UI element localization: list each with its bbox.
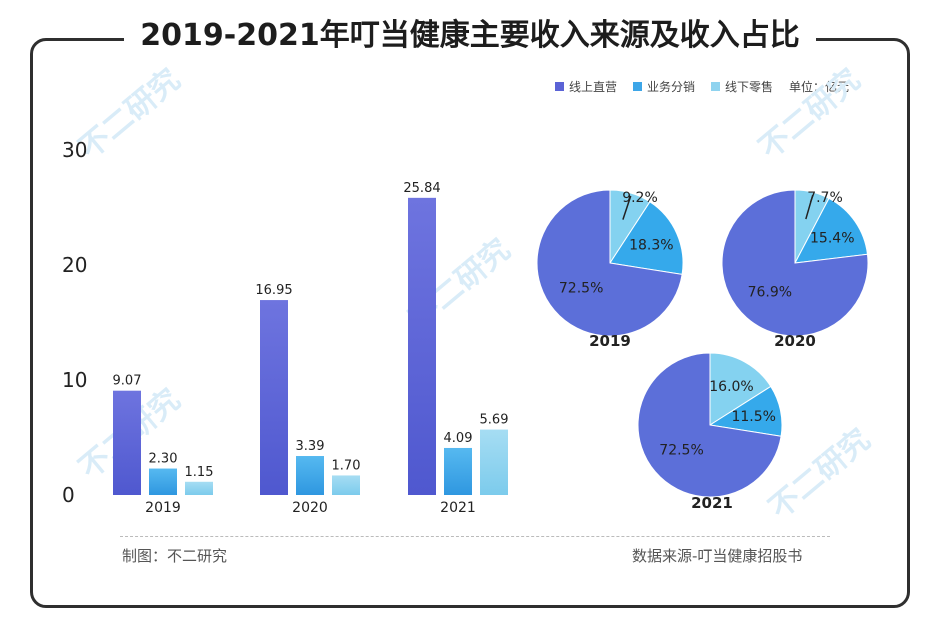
watermark-text: 不二研究	[753, 62, 867, 166]
pie-percent-label: 9.2%	[622, 190, 658, 206]
x-tick-label: 2019	[145, 500, 181, 516]
pie-slice-distribution-2019	[609, 201, 684, 275]
bar-distribution-2019	[149, 468, 177, 495]
pie-percent-label: 11.5%	[731, 409, 775, 425]
pie-slice-offline-2021	[709, 352, 772, 426]
legend: 线上直营 业务分销 线下零售 单位：亿元	[555, 78, 849, 95]
unit-label: 单位：亿元	[789, 80, 850, 94]
pie-percent-label: 16.0%	[709, 379, 753, 395]
credit-text: 制图：不二研究	[122, 547, 228, 565]
legend-label-online: 线上直营	[569, 80, 618, 94]
pie-leader-line	[622, 195, 632, 220]
pie-slice-online-2019	[536, 189, 683, 337]
bar-value-label: 1.70	[332, 458, 361, 473]
pie-percent-label: 18.3%	[629, 238, 673, 254]
bar-distribution-2021	[444, 447, 472, 495]
legend-label-distribution: 业务分销	[647, 80, 696, 94]
bar-online-2020	[260, 300, 288, 495]
pie-percent-label: 72.5%	[559, 281, 603, 297]
bar-online-2021	[408, 197, 436, 495]
legend-item-online: 线上直营	[555, 78, 617, 95]
bar-value-label: 2.30	[149, 452, 178, 467]
legend-label-offline: 线下零售	[725, 80, 774, 94]
bar-offline-2019	[185, 481, 213, 495]
y-tick-label: 0	[62, 483, 75, 507]
bar-value-label: 5.69	[480, 413, 509, 428]
bar-chart: 9.07 2.30 1.15 2019 16.95 3.39 1.70 2020 25.84 4.…	[113, 181, 509, 516]
source-text: 数据来源-叮当健康招股书	[632, 547, 803, 565]
legend-swatch-distribution	[633, 82, 643, 91]
pie-percent-label: 72.5%	[659, 442, 703, 458]
bar-value-label: 4.09	[444, 431, 473, 446]
pie-year-label: 2021	[691, 494, 733, 512]
bar-value-label: 25.84	[403, 181, 440, 196]
pie-slice-online-2020	[721, 189, 869, 337]
x-tick-label: 2020	[292, 500, 328, 516]
pie-slice-online-2021	[637, 352, 782, 498]
pie-percent-label: 15.4%	[810, 230, 854, 246]
y-axis: 0 10 20 30	[62, 138, 87, 507]
pie-leader-line	[805, 195, 814, 220]
legend-swatch-offline	[711, 82, 721, 91]
pie-percent-label: 7.7%	[807, 190, 843, 206]
legend-item-offline: 线下零售	[711, 78, 773, 95]
y-tick-label: 10	[62, 368, 87, 392]
bar-online-2019	[113, 390, 141, 495]
x-tick-label: 2021	[440, 500, 476, 516]
y-tick-label: 20	[62, 253, 87, 277]
bar-value-label: 16.95	[255, 283, 292, 298]
bar-offline-2020	[332, 475, 360, 495]
pie-year-label: 2019	[589, 332, 631, 350]
legend-swatch-online	[555, 82, 564, 91]
title-wrap: 2019-2021年叮当健康主要收入来源及收入占比	[0, 14, 940, 58]
bar-distribution-2020	[296, 456, 324, 495]
watermark-text: 不二研究	[73, 62, 187, 166]
bar-value-label: 9.07	[113, 374, 142, 389]
pie-charts: 72.5% 18.3% 9.2% 2019 76.9% 15.4% 7.7% 2020 72.5…	[536, 189, 869, 512]
bar-value-label: 3.39	[296, 439, 325, 454]
bar-offline-2021	[480, 429, 508, 495]
pie-year-label: 2020	[774, 332, 816, 350]
bar-value-label: 1.15	[185, 465, 214, 480]
chart-title: 2019-2021年叮当健康主要收入来源及收入占比	[124, 14, 816, 58]
legend-item-distribution: 业务分销	[633, 78, 695, 95]
pie-percent-label: 76.9%	[748, 284, 792, 300]
footer-divider	[120, 536, 830, 537]
y-tick-label: 30	[62, 138, 87, 162]
pie-slice-distribution-2020	[794, 197, 869, 264]
